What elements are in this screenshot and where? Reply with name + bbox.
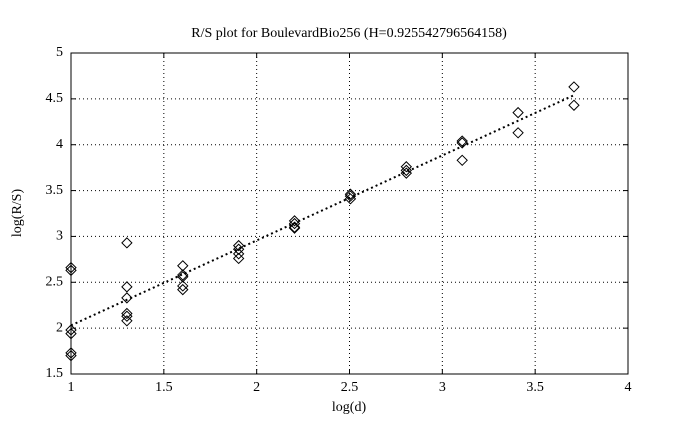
data-point [177,271,189,283]
data-point [344,188,357,200]
data-point [512,106,524,119]
data-point [121,281,133,293]
data-point [65,327,77,340]
data-point [121,307,133,320]
data-point [288,215,301,227]
data-point [568,81,580,93]
y-tick-label: 1.5 [46,366,64,381]
data-point [344,193,357,205]
data-point [65,349,77,362]
data-point [121,310,133,322]
y-tick-label: 4.5 [46,91,64,106]
fit-line [70,94,575,327]
x-tick-label: 1 [68,380,75,395]
data-point [121,292,133,304]
y-tick-label: 4 [56,137,63,152]
x-tick-label: 4 [625,380,632,395]
data-point [177,260,189,272]
data-point [400,161,413,173]
y-tick-label: 3.5 [46,183,64,198]
data-point [65,324,77,336]
x-tick-label: 3 [439,380,446,395]
y-tick-label: 3 [56,229,63,244]
x-tick-label: 2.5 [341,380,359,395]
data-point [512,127,524,139]
data-point [456,137,468,149]
data-point [400,164,413,177]
data-point [456,154,468,167]
data-point [177,280,189,292]
y-tick-label: 5 [56,45,63,60]
y-tick-label: 2.5 [46,275,64,290]
data-point [65,347,77,359]
data-point [65,261,77,274]
data-point [568,99,580,111]
y-axis-label: log(R/S) [10,189,25,238]
x-axis-label: log(d) [332,400,367,415]
data-point [232,243,245,255]
x-tick-label: 1.5 [155,380,173,395]
data-point [232,248,245,260]
data-point [344,190,357,202]
data-point [121,315,133,327]
data-point [232,239,245,252]
data-point [232,252,245,265]
data-point [288,217,301,230]
plot-frame [70,52,629,375]
chart-title: R/S plot for BoulevardBio256 (H=0.925542… [191,26,507,41]
x-tick-label: 3.5 [526,380,544,395]
data-point [65,264,77,277]
x-tick-label: 2 [253,380,260,395]
y-tick-label: 2 [56,320,63,335]
data-point [288,222,301,234]
data-point [121,237,133,249]
data-point [177,283,189,296]
